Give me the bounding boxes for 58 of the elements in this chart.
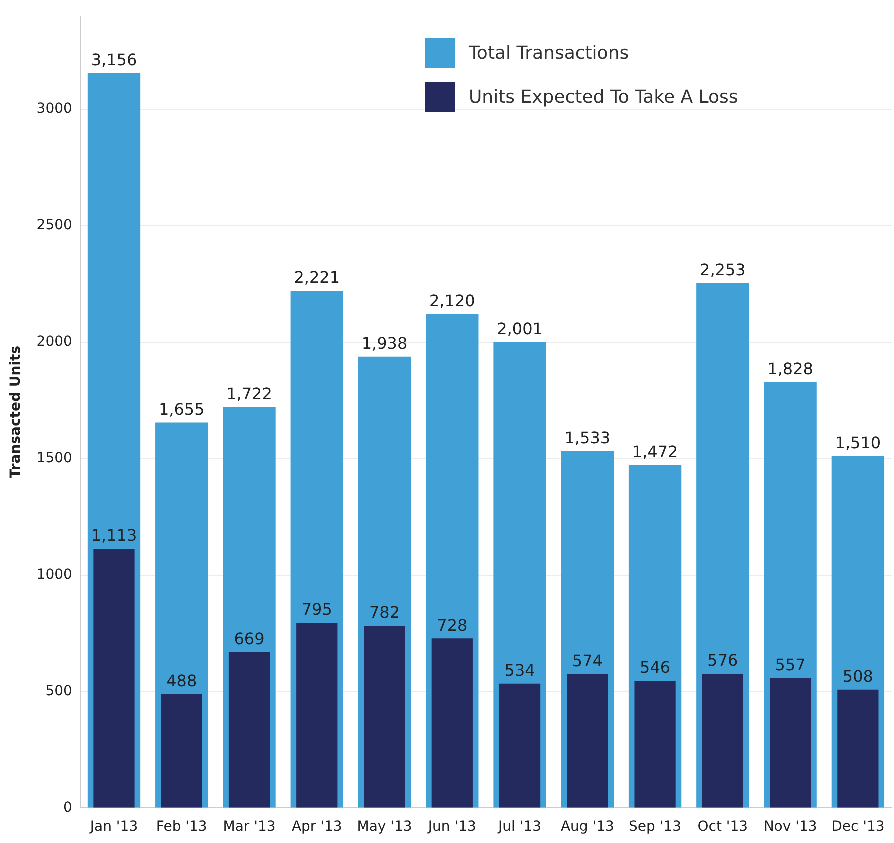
x-tick-label: Dec '13 [832,819,885,836]
data-label: 2,001 [497,319,543,338]
legend-label: Units Expected To Take A Loss [469,86,738,108]
x-tick-label: Apr '13 [292,819,342,836]
data-label: 1,722 [226,384,272,404]
data-label: 1,510 [835,434,882,453]
data-label: 574 [572,652,603,671]
data-label: 576 [708,651,738,670]
y-tick-label: 2000 [36,334,72,350]
data-label: 534 [504,660,536,680]
data-label: 1,533 [564,428,611,448]
x-tick-label: Oct '13 [698,819,748,836]
data-label: 3,156 [91,50,138,70]
data-label: 2,120 [429,292,476,311]
x-tick-label: Jun '13 [427,819,476,836]
data-label: 1,472 [632,442,678,462]
x-tick-label: Jan '13 [89,819,138,836]
data-label: 1,828 [768,360,814,379]
bar [161,694,202,808]
x-tick-label: Aug '13 [560,819,614,836]
data-label: 1,113 [91,526,138,546]
legend-label: Total Transactions [469,42,630,64]
data-label: 546 [640,658,671,678]
y-tick-label: 1000 [36,566,72,583]
bar [296,623,338,808]
bar [364,626,406,808]
data-label: 728 [437,616,468,635]
bar [432,638,473,808]
data-label: 669 [234,630,265,649]
data-label: 557 [775,656,806,675]
bar [770,678,812,808]
x-tick-label: Mar '13 [223,819,276,836]
x-tick-label: Jul '13 [498,819,542,836]
y-tick-label: 3000 [36,101,72,118]
y-tick-label: 1500 [36,450,72,467]
y-tick-label: 500 [46,683,72,700]
bar [567,674,608,808]
data-label: 795 [302,600,332,620]
bar [228,652,270,808]
data-label: 1,655 [158,400,205,419]
x-tick-label: Sep '13 [629,819,682,836]
y-tick-label: 2500 [36,218,72,234]
bar [634,681,676,808]
data-label: 782 [369,603,400,622]
bar [499,684,541,808]
x-tick-label: May '13 [357,819,412,836]
x-tick-label: Nov '13 [764,819,818,836]
bar [838,690,879,808]
data-label: 2,253 [700,260,746,280]
data-label: 2,221 [294,268,340,288]
y-axis-title: Transacted Units [8,346,24,479]
bar [702,674,744,808]
y-tick-label: 0 [64,800,72,816]
x-tick-label: Feb '13 [156,819,208,836]
bar [94,549,135,808]
data-label: 508 [842,667,874,686]
data-label: 1,938 [362,334,408,354]
data-label: 488 [166,672,198,691]
